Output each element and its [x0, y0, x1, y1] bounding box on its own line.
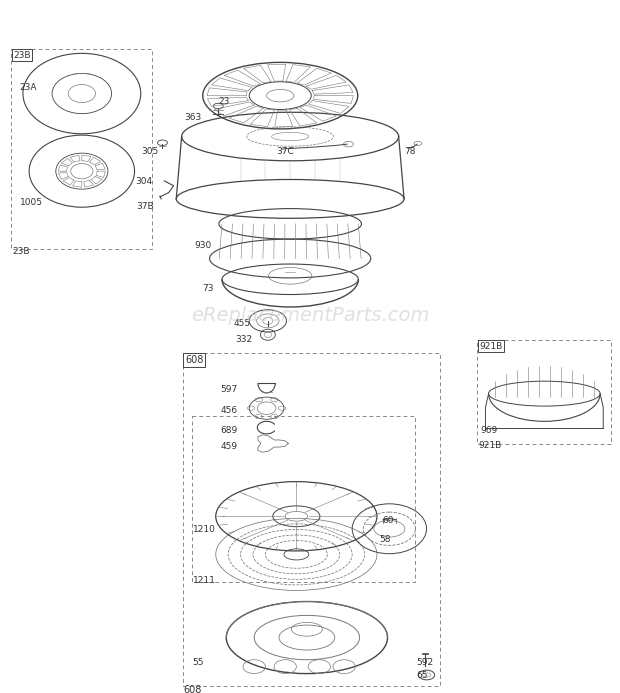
Text: 23B: 23B — [13, 51, 30, 60]
Text: 608: 608 — [184, 685, 202, 693]
Text: 37B: 37B — [136, 202, 154, 211]
Text: 930: 930 — [195, 241, 212, 250]
Text: 459: 459 — [220, 442, 237, 451]
Text: 78: 78 — [404, 147, 416, 156]
Text: 58: 58 — [379, 535, 391, 544]
Text: 597: 597 — [220, 385, 237, 394]
Text: 305: 305 — [141, 147, 159, 156]
Text: 608: 608 — [185, 356, 203, 365]
Text: 455: 455 — [233, 319, 250, 328]
Text: 55: 55 — [192, 658, 204, 667]
Text: 23: 23 — [218, 97, 229, 106]
Text: 60: 60 — [383, 516, 394, 525]
Text: 921B: 921B — [479, 342, 503, 351]
Text: 689: 689 — [220, 426, 237, 435]
Text: 456: 456 — [220, 406, 237, 415]
Text: 1210: 1210 — [193, 525, 216, 534]
Text: 969: 969 — [480, 426, 497, 435]
Text: 921B: 921B — [479, 441, 502, 450]
Text: 1211: 1211 — [193, 576, 216, 585]
Text: 73: 73 — [202, 284, 214, 293]
Text: 23B: 23B — [12, 247, 30, 256]
Text: 592: 592 — [417, 658, 434, 667]
Text: 37C: 37C — [276, 147, 294, 156]
Text: 1005: 1005 — [20, 198, 43, 207]
Text: 65: 65 — [417, 671, 428, 680]
Text: eReplacementParts.com: eReplacementParts.com — [191, 306, 429, 325]
Text: 332: 332 — [236, 335, 253, 344]
Text: 363: 363 — [185, 113, 202, 122]
Text: 23A: 23A — [20, 83, 37, 92]
Text: 304: 304 — [135, 177, 153, 186]
